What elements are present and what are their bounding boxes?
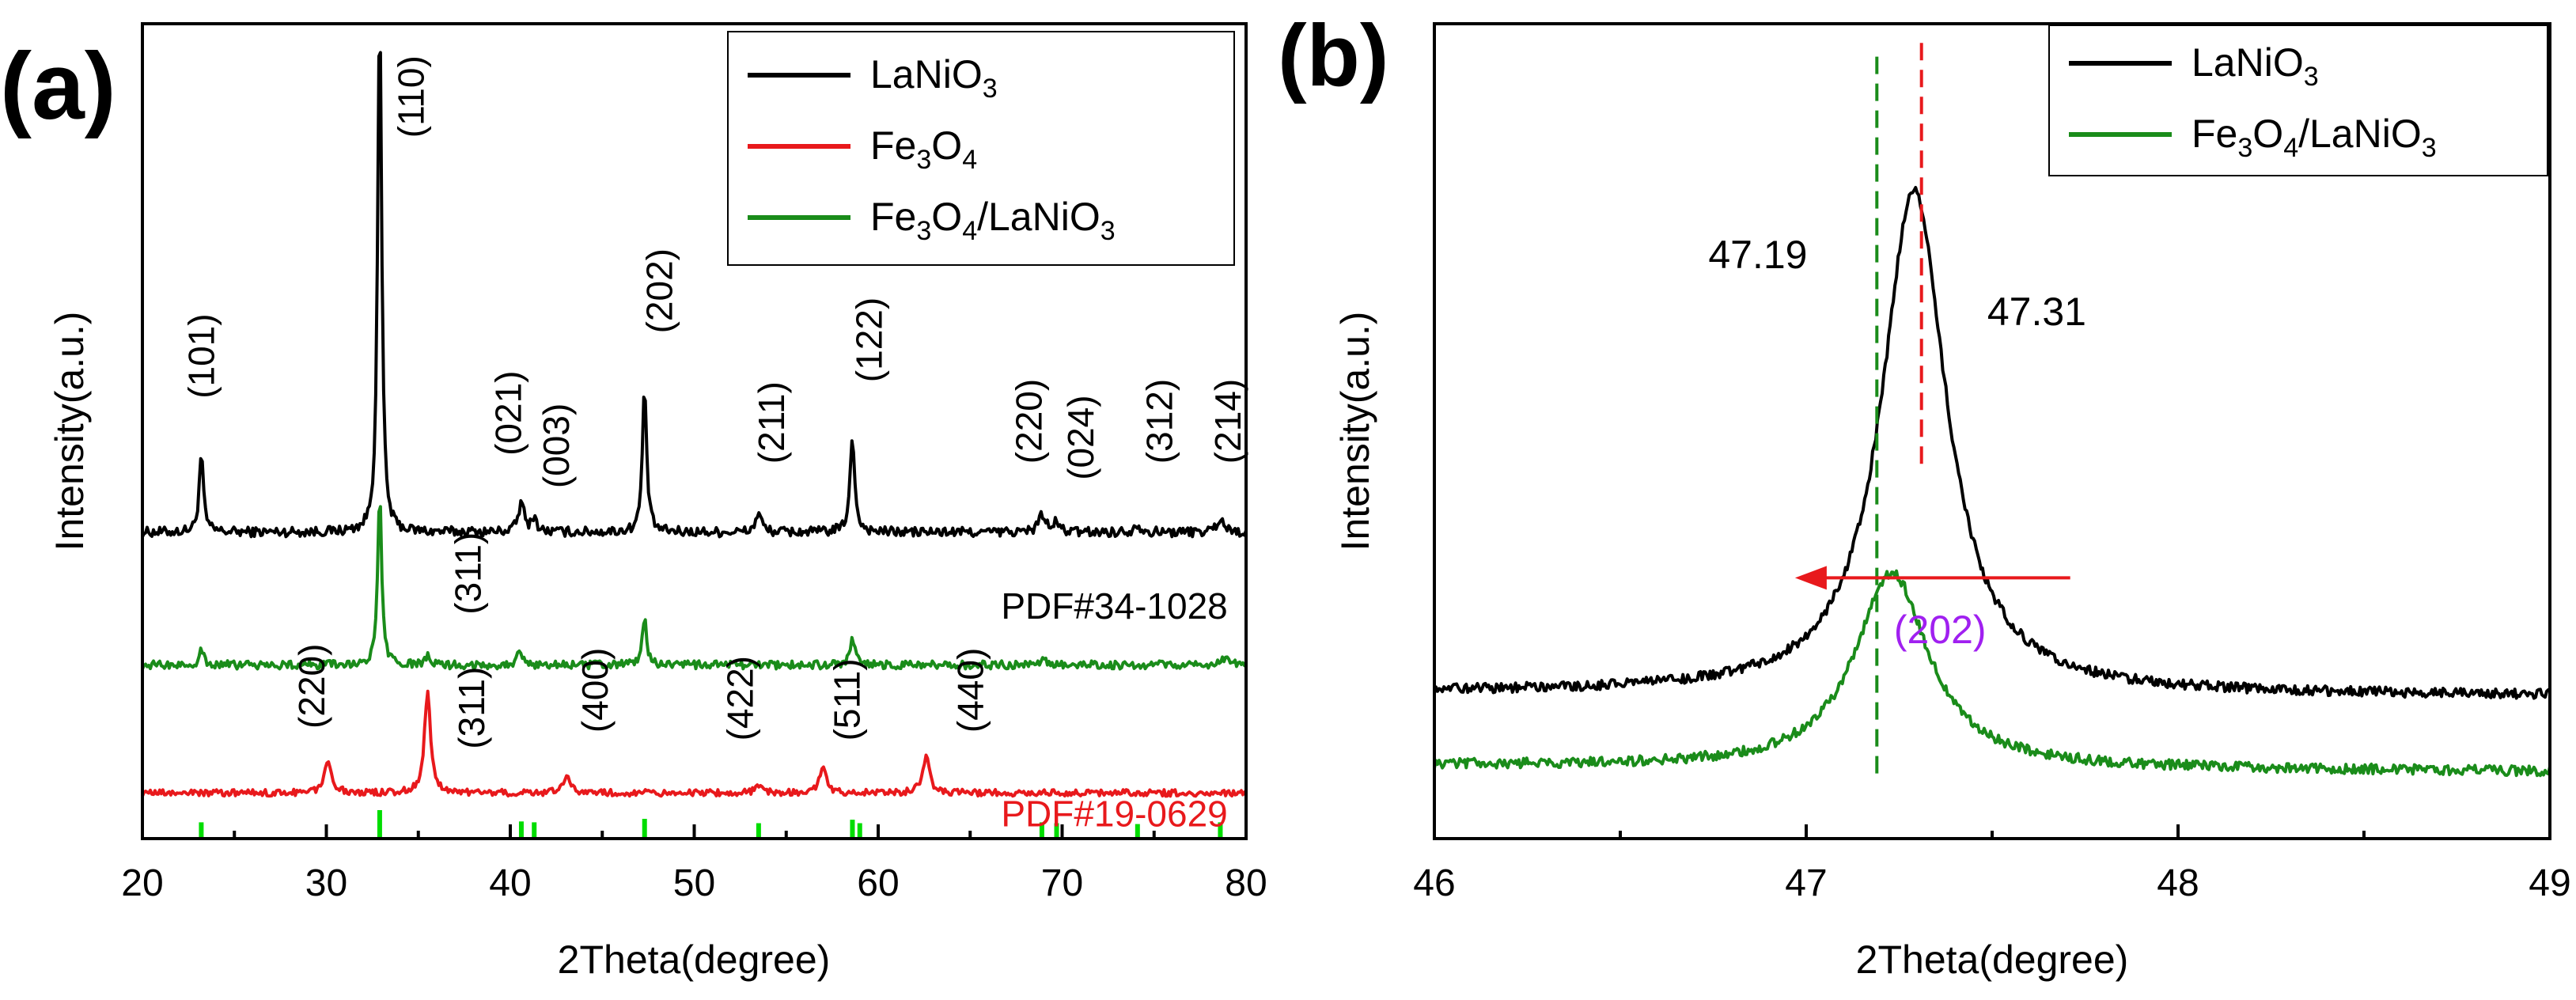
annotation-label: (003): [536, 403, 577, 488]
x-tick-label: 20: [121, 862, 163, 904]
annotation-label: (202): [1894, 608, 1987, 652]
legend-entry-label: LaNiO3: [870, 52, 998, 104]
panel-b-y-axis-label: Intensity(a.u.): [1333, 312, 1377, 551]
panel-a: (a) (101)(110)(021) (003)(202)(211)(122)(…: [0, 22, 1267, 982]
panel-b-legend-box: [2048, 25, 2548, 176]
panel-b-x-axis-label: 2Theta(degree): [1856, 938, 2129, 982]
annotation-label: (422): [720, 656, 761, 741]
annotation-label: (211): [751, 381, 792, 464]
panel-a-label: (a): [0, 33, 116, 139]
x-tick-label: 80: [1225, 862, 1267, 904]
annotation-label: (440): [949, 648, 991, 733]
x-tick-label: 60: [857, 862, 899, 904]
annotation-label: 47.31: [1987, 290, 2086, 334]
series-line-fe3o4: [141, 689, 1247, 798]
x-tick-label: 47: [1785, 862, 1827, 904]
series-line-fe3o4-lanio3: [1433, 569, 2551, 778]
annotation-label: PDF#19-0629: [1001, 794, 1227, 835]
legend-entry-label: Fe3O4: [870, 123, 977, 175]
panel-a-x-axis-label: 2Theta(degree): [558, 938, 831, 982]
annotation-label: (024): [1060, 395, 1101, 479]
panel-b: (b) 47.19 47.31 (202) 46 47 48 49 2Theta(degr…: [1278, 7, 2571, 982]
annotation-label: (311): [451, 667, 492, 749]
legend-entry-label: LaNiO3: [2191, 40, 2319, 92]
x-tick-label: 70: [1041, 862, 1083, 904]
annotation-label: (110): [390, 55, 431, 138]
annotation-label: (400): [574, 648, 616, 733]
legend-entry-label: Fe3O4/LaNiO3: [2191, 112, 2437, 163]
panel-b-x-ticks: 46 47 48 49: [1413, 824, 2571, 904]
x-tick-label: 49: [2529, 862, 2570, 904]
annotation-label: (214): [1207, 379, 1248, 464]
panel-a-x-ticks: 20 30 40 50 60 70 80: [121, 824, 1267, 904]
panel-a-y-axis-label: Intensity(a.u.): [47, 312, 92, 551]
annotation-label: (122): [848, 297, 889, 382]
series-line-lanio3: [1433, 186, 2551, 700]
annotation-label: (311): [448, 532, 489, 615]
panel-a-plot-area: (101) (110) (021) (003) (202) (211) (122) (220)…: [141, 51, 1248, 839]
peak-shift-arrow-head: [1794, 566, 1827, 590]
annotation-label: (101): [180, 313, 222, 398]
x-tick-label: 30: [305, 862, 347, 904]
panel-a-legend: LaNiO3 Fe3O4 Fe3O4/LaNiO3: [727, 31, 1235, 266]
panel-b-legend: LaNiO3 Fe3O4/LaNiO3: [2048, 25, 2548, 176]
x-tick-label: 40: [489, 862, 531, 904]
annotation-label: (021): [488, 371, 529, 456]
series-line-fe3o4-lanio3: [141, 505, 1248, 671]
annotation-label: (220): [1009, 379, 1050, 464]
annotation-label: PDF#34-1028: [1001, 585, 1227, 627]
x-tick-label: 46: [1413, 862, 1455, 904]
annotation-label: (511): [826, 658, 867, 741]
legend-entry-label: Fe3O4/LaNiO3: [870, 195, 1116, 246]
annotation-label: (220): [291, 644, 332, 729]
annotation-label: 47.19: [1708, 233, 1807, 277]
series-line-lanio3: [141, 51, 1248, 539]
panel-b-plot-area: 47.19 47.31 (202): [1433, 40, 2551, 778]
annotation-label: (202): [638, 248, 680, 333]
x-tick-label: 48: [2157, 862, 2199, 904]
x-tick-label: 50: [673, 862, 715, 904]
annotation-label: (312): [1139, 379, 1180, 464]
panel-b-label: (b): [1278, 7, 1388, 104]
